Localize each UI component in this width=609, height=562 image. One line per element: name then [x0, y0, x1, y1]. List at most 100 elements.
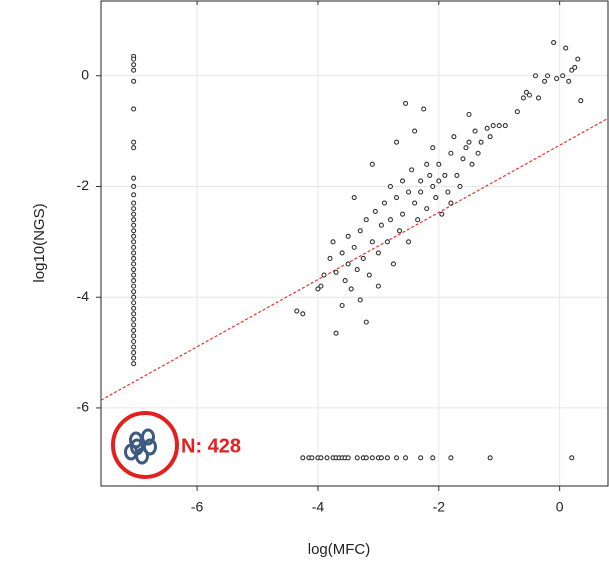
point	[430, 145, 436, 151]
point	[330, 239, 336, 245]
point	[131, 316, 137, 322]
point	[333, 330, 339, 336]
point	[436, 161, 442, 167]
point	[372, 208, 378, 214]
annotation-icon	[111, 411, 179, 479]
point	[566, 78, 572, 84]
point	[412, 128, 418, 134]
point	[131, 327, 137, 333]
point	[445, 189, 451, 195]
point	[514, 109, 520, 115]
point	[348, 286, 354, 292]
point	[457, 183, 463, 190]
point	[442, 172, 448, 178]
point	[131, 233, 137, 239]
point	[345, 455, 351, 461]
x-tick-label: 0	[556, 499, 564, 515]
point	[406, 239, 412, 245]
point	[131, 300, 137, 306]
point	[418, 455, 424, 461]
point	[369, 161, 375, 167]
point	[569, 67, 575, 73]
point	[412, 200, 418, 206]
point	[475, 150, 481, 156]
point	[131, 272, 137, 278]
point	[421, 106, 427, 112]
point	[354, 266, 360, 273]
y-axis-label: log10(NGS)	[31, 203, 48, 282]
point	[131, 361, 137, 367]
point	[430, 183, 436, 190]
point	[384, 455, 390, 461]
point	[131, 350, 137, 356]
point	[131, 139, 137, 145]
point	[131, 311, 137, 317]
point	[523, 89, 529, 95]
point	[384, 239, 390, 245]
point	[131, 222, 137, 228]
point	[569, 455, 575, 461]
point	[131, 62, 137, 68]
point	[321, 272, 327, 278]
y-tick-label: -6	[77, 399, 90, 415]
point	[131, 239, 137, 245]
point	[333, 269, 339, 275]
point	[396, 228, 403, 234]
point	[363, 455, 369, 461]
point	[487, 455, 493, 461]
point	[409, 167, 415, 173]
point	[541, 78, 548, 84]
point	[378, 455, 384, 461]
point	[484, 125, 490, 131]
point	[454, 172, 460, 178]
point	[369, 455, 375, 461]
point	[131, 206, 137, 212]
point	[351, 194, 357, 201]
point	[131, 106, 137, 112]
y-tick-label: 0	[81, 66, 89, 82]
point	[554, 75, 560, 82]
point	[315, 286, 321, 292]
point	[318, 283, 324, 289]
point	[487, 134, 493, 140]
point	[393, 139, 400, 145]
point	[345, 233, 351, 239]
point	[424, 161, 430, 167]
point	[131, 344, 137, 350]
point	[532, 73, 539, 79]
point	[345, 261, 351, 267]
point	[131, 278, 137, 284]
point	[502, 123, 508, 129]
point	[387, 217, 394, 223]
point	[369, 239, 375, 245]
point	[418, 189, 424, 195]
point	[131, 355, 137, 361]
point	[351, 244, 357, 250]
point	[433, 194, 439, 201]
y-tick-label: -4	[77, 288, 90, 304]
x-axis-label: log(MFC)	[308, 541, 371, 558]
point	[339, 302, 345, 309]
point	[342, 278, 348, 284]
point	[393, 455, 400, 461]
x-tick-label: -2	[433, 499, 446, 515]
point	[399, 178, 406, 184]
point	[575, 56, 581, 62]
icon-ring	[130, 438, 144, 456]
point	[354, 455, 360, 461]
icon-ring	[143, 438, 157, 456]
point	[381, 200, 387, 206]
point	[131, 289, 137, 295]
point	[131, 338, 137, 345]
point	[300, 311, 306, 317]
point	[424, 206, 430, 212]
point	[131, 261, 137, 267]
point	[131, 78, 137, 84]
point	[375, 283, 381, 289]
point	[131, 294, 137, 300]
point	[448, 150, 454, 156]
point	[131, 305, 137, 311]
point	[535, 95, 542, 101]
icon-ring	[141, 428, 155, 446]
point	[466, 111, 472, 118]
